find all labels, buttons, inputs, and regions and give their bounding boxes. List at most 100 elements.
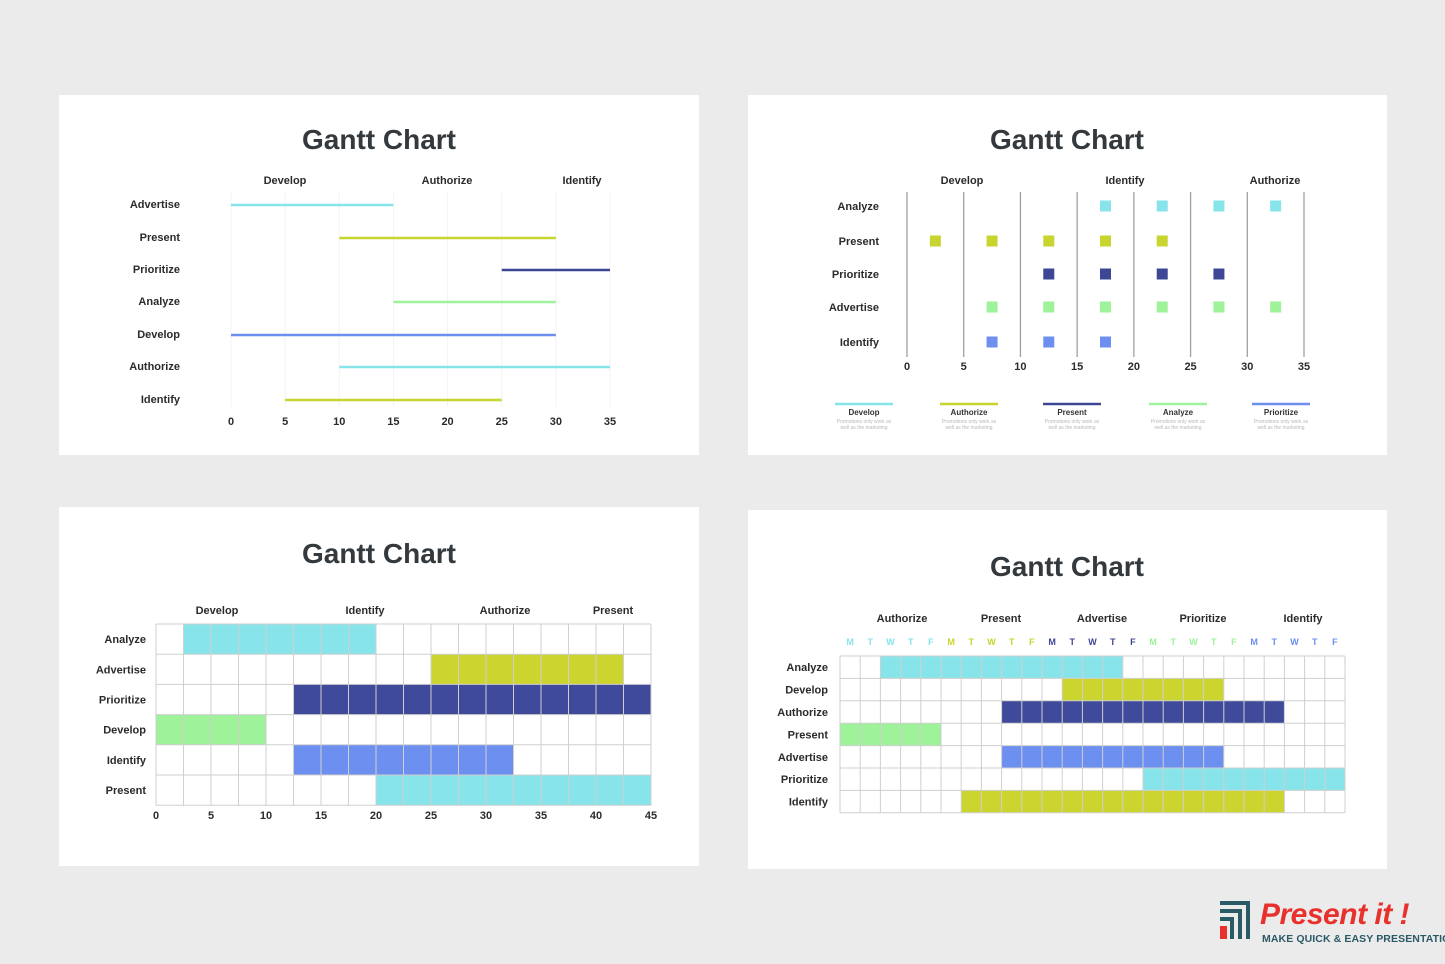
- bar-logo-icon: [1220, 901, 1250, 939]
- category-label: Develop: [137, 329, 180, 341]
- marker-advertise: [1100, 301, 1111, 313]
- x-tick-label: 10: [1014, 361, 1026, 373]
- brand-logo: Present it ! MAKE QUICK & EASY PRESENTAT…: [1220, 898, 1445, 948]
- marker-advertise: [986, 301, 998, 313]
- top-label: Develop: [941, 175, 984, 187]
- gantt-line-chart: Gantt Chart Develop Authorize Identify 0 5 10 1…: [129, 124, 616, 428]
- chart-title: Gantt Chart: [302, 538, 456, 569]
- top-label: Prioritize: [1179, 613, 1226, 625]
- day-label: F: [928, 637, 934, 647]
- category-label: Identify: [840, 337, 880, 349]
- category-label: Advertise: [829, 302, 879, 314]
- day-label: W: [886, 637, 895, 647]
- gantt-grid-chart: Gantt Chart Develop Identify Authorize Prese…: [96, 538, 657, 822]
- marker-advertise: [1270, 301, 1282, 313]
- day-label: F: [1029, 637, 1035, 647]
- category-label: Analyze: [138, 296, 180, 308]
- task-bar-prioritize: [293, 684, 651, 715]
- day-label: M: [846, 637, 854, 647]
- gantt-slide-markers: Gantt Chart Develop Identify Authorize 0 5 10 1…: [748, 95, 1387, 455]
- x-tick-label: 25: [496, 416, 508, 428]
- legend-subtext: Promotions only work as: [837, 419, 892, 425]
- marker-analyze: [1213, 200, 1225, 212]
- day-label: T: [1009, 637, 1015, 647]
- day-label: M: [1250, 637, 1258, 647]
- top-label: Present: [981, 613, 1022, 625]
- x-tick-label: 35: [1298, 361, 1310, 373]
- gantt-days-chart: Gantt Chart Authorize Present Advertise Prio…: [777, 551, 1346, 814]
- day-label: T: [1171, 637, 1177, 647]
- x-tick-label: 20: [1128, 361, 1140, 373]
- category-label: Identify: [789, 797, 829, 809]
- x-tick-label: 30: [1241, 361, 1253, 373]
- category-label: Authorize: [777, 707, 828, 719]
- marker-analyze: [1100, 200, 1111, 212]
- top-label: Develop: [196, 605, 239, 617]
- x-tick-label: 15: [1071, 361, 1083, 373]
- category-label: Analyze: [837, 201, 879, 213]
- chart-title: Gantt Chart: [302, 124, 456, 155]
- top-label: Authorize: [480, 605, 531, 617]
- x-tick-label: 15: [315, 810, 327, 822]
- day-label: W: [1189, 637, 1198, 647]
- category-label: Analyze: [786, 662, 828, 674]
- day-label: T: [868, 637, 874, 647]
- marker-identify: [986, 336, 998, 348]
- day-label: T: [1211, 637, 1217, 647]
- day-label: T: [1110, 637, 1116, 647]
- x-tick-label: 30: [550, 416, 562, 428]
- category-label: Identify: [107, 755, 147, 767]
- day-label: T: [1070, 637, 1076, 647]
- task-bar-analyze: [183, 624, 376, 655]
- day-label: W: [1088, 637, 1097, 647]
- x-tick-label: 0: [904, 361, 910, 373]
- category-label: Prioritize: [133, 264, 180, 276]
- task-bar-advertise: [1001, 745, 1224, 768]
- category-label: Analyze: [104, 634, 146, 646]
- x-tick-label: 30: [480, 810, 492, 822]
- top-label: Identify: [1105, 175, 1145, 187]
- category-label: Authorize: [129, 361, 180, 373]
- marker-advertise: [1213, 301, 1225, 313]
- top-label: Authorize: [422, 175, 473, 187]
- category-label: Develop: [785, 685, 828, 697]
- day-label: T: [908, 637, 914, 647]
- legend-label: Present: [1057, 408, 1087, 417]
- x-tick-label: 5: [961, 361, 967, 373]
- category-label: Advertise: [130, 199, 180, 211]
- day-label: T: [1312, 637, 1318, 647]
- day-label: F: [1130, 637, 1136, 647]
- top-label: Identify: [345, 605, 385, 617]
- brand-name: Present it !: [1260, 898, 1410, 931]
- marker-prioritize: [1213, 268, 1225, 280]
- day-label: F: [1332, 637, 1338, 647]
- day-label: M: [1048, 637, 1056, 647]
- x-tick-label: 20: [370, 810, 382, 822]
- x-tick-label: 15: [387, 416, 399, 428]
- legend-subtext: Promotions only work as: [1045, 419, 1100, 425]
- marker-present: [1100, 235, 1111, 247]
- x-tick-label: 10: [260, 810, 272, 822]
- legend-label: Analyze: [1163, 408, 1194, 417]
- category-label: Prioritize: [99, 695, 146, 707]
- top-label: Authorize: [877, 613, 928, 625]
- marker-analyze: [1156, 200, 1168, 212]
- x-tick-label: 5: [208, 810, 214, 822]
- x-tick-label: 20: [441, 416, 453, 428]
- marker-analyze: [1270, 200, 1282, 212]
- category-label: Present: [839, 236, 880, 248]
- x-tick-label: 45: [645, 810, 657, 822]
- legend-subtext: Promotions only work as: [1254, 419, 1309, 425]
- marker-present: [929, 235, 941, 247]
- x-tick-label: 25: [1184, 361, 1196, 373]
- legend-subtext: Promotions only work as: [942, 419, 997, 425]
- category-label: Present: [140, 232, 181, 244]
- day-label: W: [987, 637, 996, 647]
- marker-present: [1156, 235, 1168, 247]
- legend-label: Prioritize: [1264, 408, 1299, 417]
- marker-present: [1043, 235, 1055, 247]
- category-label: Advertise: [96, 664, 146, 676]
- legend-subtext: well as the marketing: [1049, 425, 1096, 431]
- marker-advertise: [1156, 301, 1168, 313]
- gantt-slide-line: Gantt Chart Develop Authorize Identify 0 5 10 1…: [59, 95, 699, 455]
